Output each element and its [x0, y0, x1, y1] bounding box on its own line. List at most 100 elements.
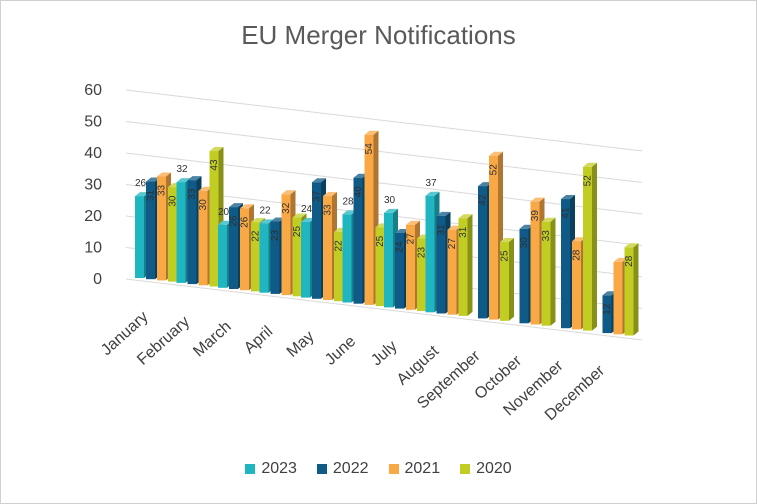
- data-label: 30: [198, 199, 209, 211]
- bar-top: [447, 225, 462, 230]
- bar-top: [478, 182, 492, 187]
- bar-front: [240, 208, 249, 291]
- bar-side: [633, 243, 639, 336]
- bar: [500, 238, 514, 321]
- bar-top: [425, 191, 440, 196]
- bar-top: [489, 151, 503, 156]
- data-label: 41: [561, 207, 572, 219]
- bar: [541, 217, 556, 326]
- data-label: 33: [323, 204, 334, 216]
- bar-front: [168, 187, 177, 282]
- data-label: 23: [417, 247, 428, 259]
- legend-swatch: [460, 464, 471, 474]
- data-label: 39: [530, 210, 541, 222]
- y-tick-label: 40: [84, 145, 102, 162]
- bar-front: [406, 224, 415, 310]
- data-label: 37: [425, 178, 437, 189]
- data-label: 31: [146, 190, 157, 202]
- data-label: 28: [624, 255, 635, 267]
- bar-front: [583, 166, 592, 331]
- bar: [583, 162, 597, 331]
- bar-top: [187, 176, 202, 181]
- bar-front: [251, 222, 260, 292]
- legend-label: 2022: [332, 460, 369, 477]
- bar-front: [561, 199, 570, 329]
- bar-top: [146, 177, 160, 182]
- bar-front: [417, 238, 426, 311]
- bar-top: [624, 243, 639, 248]
- y-tick-label: 10: [84, 240, 102, 257]
- bar-top: [157, 172, 171, 177]
- data-label: 30: [168, 195, 179, 207]
- bar-top: [176, 178, 191, 183]
- bar-top: [198, 186, 213, 191]
- data-label: 26: [229, 215, 240, 227]
- gridline: [125, 121, 643, 183]
- y-tick-label: 30: [84, 177, 102, 194]
- bar-front: [458, 218, 468, 316]
- bar-top: [613, 257, 628, 262]
- gridline: [125, 278, 643, 341]
- bar-front: [281, 194, 291, 296]
- legend-swatch: [388, 464, 399, 474]
- y-tick-label: 20: [84, 208, 102, 225]
- data-label: 25: [375, 235, 386, 247]
- bar-side: [550, 217, 556, 326]
- data-label: 32: [176, 164, 188, 175]
- bar-side: [467, 214, 473, 316]
- data-label: 37: [312, 190, 323, 202]
- legend-item: 2022: [316, 460, 369, 478]
- bar-front: [135, 196, 144, 278]
- x-tick-label: June: [322, 333, 359, 369]
- bar-top: [500, 238, 514, 243]
- bar-front: [613, 261, 623, 335]
- data-label: 26: [240, 216, 251, 228]
- bar-front: [176, 182, 186, 283]
- data-label: 33: [541, 230, 552, 242]
- data-label: 52: [489, 164, 500, 176]
- data-label: 22: [334, 240, 345, 252]
- bar-top: [406, 220, 420, 225]
- bar-front: [334, 231, 343, 302]
- bar-top: [353, 173, 368, 178]
- x-tick-label: May: [284, 328, 318, 361]
- legend-swatch: [245, 464, 256, 474]
- data-label: 42: [478, 194, 489, 206]
- bar-front: [229, 207, 238, 289]
- bar-front: [436, 215, 446, 314]
- data-label: 40: [353, 186, 364, 198]
- data-label: 20: [218, 207, 230, 218]
- data-label: 33: [187, 188, 198, 200]
- bar-front: [624, 247, 634, 336]
- bar-top: [541, 217, 556, 222]
- bar-side: [592, 162, 597, 331]
- bar: [458, 214, 473, 316]
- bar-front: [500, 242, 509, 321]
- y-tick-label: 0: [93, 271, 102, 288]
- bar-top: [292, 213, 307, 218]
- x-tick-label: July: [368, 338, 401, 370]
- data-label: 23: [270, 229, 281, 241]
- bar-front: [425, 195, 435, 313]
- bar-front: [530, 201, 540, 325]
- legend-label: 2021: [404, 460, 441, 477]
- bar-front: [572, 241, 581, 330]
- data-label: 24: [395, 241, 406, 253]
- bar-top: [240, 204, 254, 209]
- bar-front: [353, 177, 363, 304]
- bar-front: [187, 180, 197, 285]
- bar-front: [259, 223, 269, 293]
- chart-title: EU Merger Notifications: [241, 20, 516, 50]
- bar-front: [292, 217, 302, 297]
- bar-top: [561, 195, 575, 200]
- bar-top: [342, 210, 357, 215]
- bar-top: [229, 203, 243, 208]
- bar-front: [519, 228, 529, 324]
- bar-top: [384, 208, 398, 213]
- bar-front: [270, 221, 280, 294]
- legend-swatch: [316, 464, 327, 474]
- y-axis: 0 10 20 30 40 50 60: [84, 82, 102, 288]
- data-label: 52: [583, 175, 594, 187]
- data-label: 54: [364, 143, 375, 155]
- legend-label: 2023: [261, 460, 297, 477]
